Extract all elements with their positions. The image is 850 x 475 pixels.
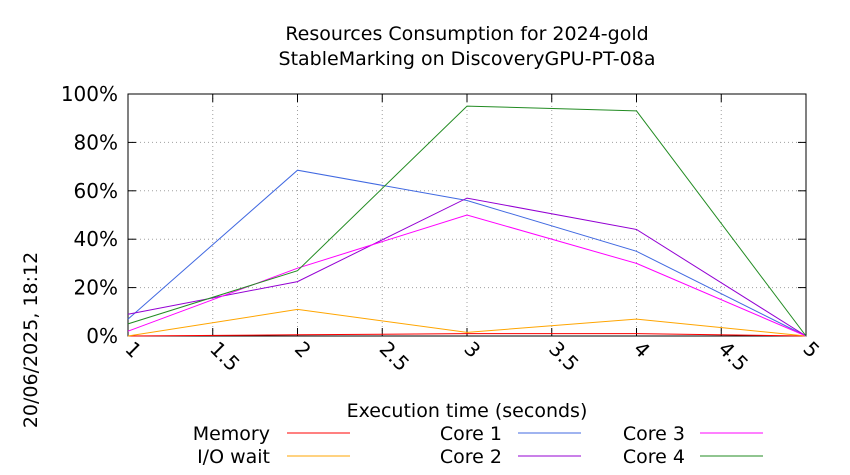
plot-frame [127,93,807,337]
x-tick-label: 3.5 [544,337,583,376]
y-tick-label: 60% [74,179,118,203]
series-line-core-2 [127,197,807,337]
x-axis-label: Execution time (seconds) [347,400,588,422]
x-tick-label: 4 [629,337,655,363]
chart-title-line-1: Resources Consumption for 2024-gold [285,23,648,45]
series-line-i-o-wait [127,308,807,337]
x-tick-label: 3 [459,337,485,363]
x-tick-label: 2 [290,337,316,363]
y-tick-label: 20% [74,276,118,300]
legend-label-memory: Memory [193,423,270,445]
chart-title-line-2: StableMarking on DiscoveryGPU-PT-08a [279,48,656,70]
plot-border [127,93,807,337]
x-tick-label: 2.5 [375,337,414,376]
series-line-core-1 [127,169,807,337]
y-tick-labels: 0% 20% 40% 60% 80% 100% [61,82,118,348]
y-tick-label: 80% [74,130,118,154]
legend-label-i-o-wait: I/O wait [197,446,270,468]
y-tick-label: 40% [74,227,118,251]
x-tick-labels: 1 1.5 2 2.5 3 3.5 4 4.5 5 [120,337,824,376]
series-line-memory [127,333,807,337]
series-lines [127,105,807,337]
legend-label-core-1: Core 1 [440,423,502,445]
legend-label-core-3: Core 3 [623,423,685,445]
legend-label-core-2: Core 2 [440,446,502,468]
x-tick-label: 5 [798,337,824,363]
legend-label-core-4: Core 4 [623,446,685,468]
y-tick-label: 0% [86,324,118,348]
y-tick-label: 100% [61,82,118,106]
timestamp-label: 20/06/2025, 18:12 [20,252,42,428]
series-line-core-4 [127,105,807,337]
series-line-core-3 [127,214,807,337]
x-tick-label: 1 [120,337,146,363]
x-tick-label: 1.5 [205,337,244,376]
x-tick-label: 4.5 [714,337,753,376]
